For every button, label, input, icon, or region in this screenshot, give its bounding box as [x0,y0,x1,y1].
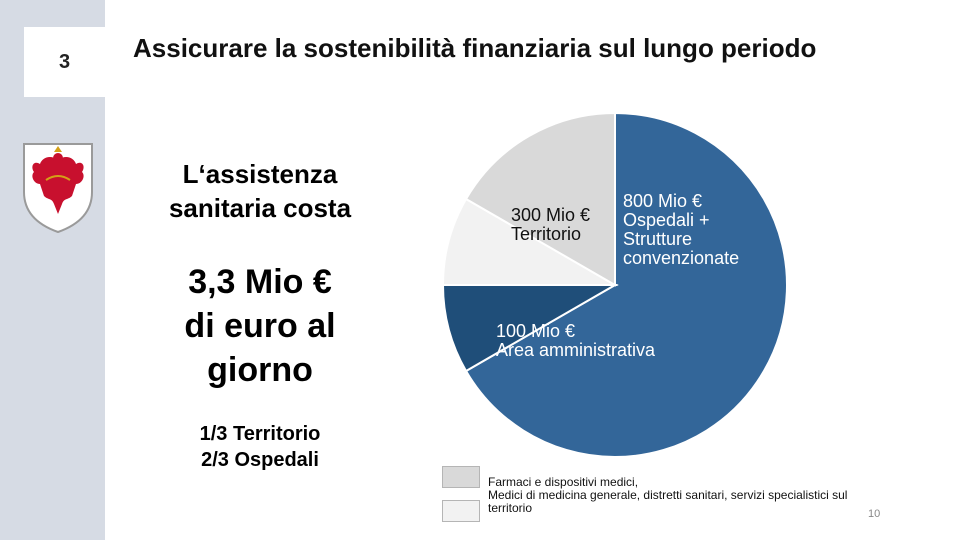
daily-cost-line: 3,3 Mio € [188,263,332,301]
chapter-marker-arrow [105,27,119,97]
slice-label-line: Area amministrativa [496,340,656,360]
cost-heading-line: L‘assistenza [182,159,338,189]
legend-line: Medici di medicina generale, distretti s… [488,488,848,502]
slice-label-amministrativa: 100 Mio € Area amministrativa [496,322,655,360]
pie-slice-2 [441,197,619,286]
cost-split: 1/3 Territorio 2/3 Ospedali [130,421,390,473]
daily-cost-line: di euro al [184,307,336,345]
coat-of-arms-logo [23,143,93,234]
slide-title: Assicurare la sostenibilità finanziaria … [133,33,817,63]
legend-text: Farmaci e dispositivi medici, Medici di … [488,476,847,515]
slice-label-ospedali: 800 Mio € Ospedali + Strutture convenzio… [623,192,739,268]
chapter-number: 3 [58,50,71,73]
slice-label-line: 300 Mio € [511,205,591,225]
slice-label-territorio: 300 Mio € Territorio [511,206,590,244]
pie-chart [441,111,788,458]
pie-slice-3 [464,111,616,287]
pie-slice-0 [464,111,788,458]
slice-label-line: Strutture [623,229,693,249]
slice-label-line: 800 Mio € [623,191,703,211]
cost-split-line: 1/3 Territorio [199,423,321,445]
cost-split-line: 2/3 Ospedali [201,449,319,471]
slice-label-line: 100 Mio € [496,321,576,341]
cost-heading-line: sanitaria costa [168,193,352,223]
slice-label-line: convenzionate [623,248,740,268]
legend-swatch-medici [442,500,480,522]
chapter-marker [24,27,105,97]
cost-heading: L‘assistenza sanitaria costa [130,157,390,225]
legend-line: Farmaci e dispositivi medici, [488,475,639,489]
slice-label-line: Territorio [511,224,582,244]
pie-slice-1 [441,284,619,373]
page-number: 10 [868,508,881,520]
legend-line: territorio [488,501,533,515]
slice-label-line: Ospedali + [623,210,710,230]
daily-cost: 3,3 Mio € di euro al giorno [130,260,390,392]
legend-swatch-farmaci [442,466,480,488]
daily-cost-line: giorno [207,351,313,389]
